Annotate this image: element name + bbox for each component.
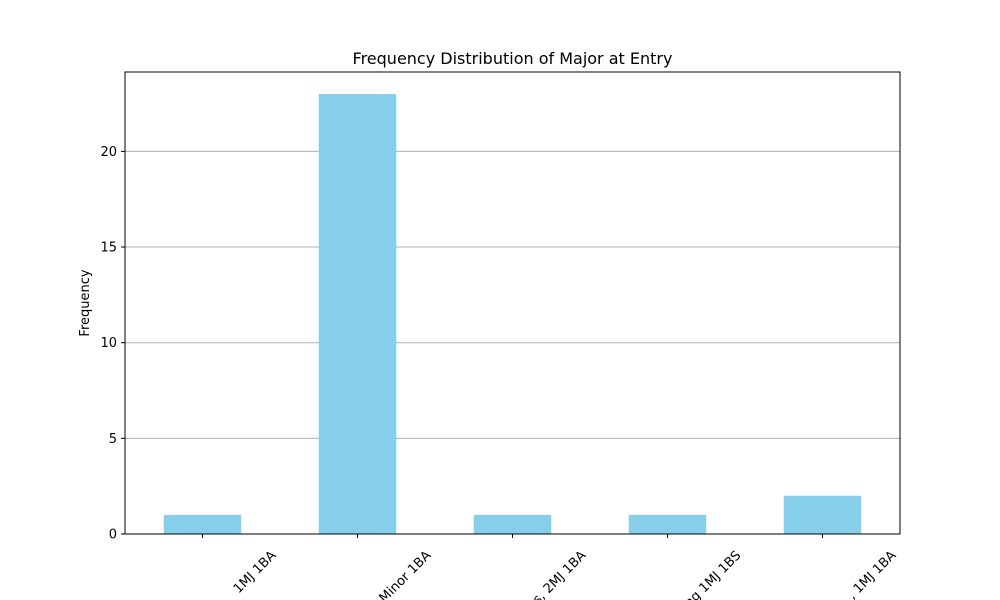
x-tick-label: , 1MJ 1BA [845,548,899,600]
x-axis-ticks: 1MJ 1BA Minor 1BA s, 2MJ 1BA ng 1MJ 1BS , 1M… [202,534,899,600]
x-tick-label: ng 1MJ 1BS [682,548,744,600]
bar [783,495,862,534]
y-axis-ticks: 0 5 10 15 20 [100,145,125,543]
grid-lines [125,150,900,439]
y-tick-label: 10 [100,336,117,351]
y-tick-label: 0 [109,528,117,543]
bar [628,514,707,534]
y-tick-label: 15 [100,241,117,256]
plot-frame [124,71,901,535]
bars [163,94,862,534]
y-axis-label: Frequency [78,269,93,336]
bar [163,514,242,534]
y-tick-label: 20 [100,145,117,160]
y-tick-label: 5 [109,432,117,447]
x-tick-label: 1MJ 1BA [231,548,280,597]
x-tick-label: Minor 1BA [377,548,435,600]
bar [473,514,552,534]
x-tick-label: s, 2MJ 1BA [530,548,589,600]
bar [318,94,397,534]
chart-title: Frequency Distribution of Major at Entry [353,49,673,68]
